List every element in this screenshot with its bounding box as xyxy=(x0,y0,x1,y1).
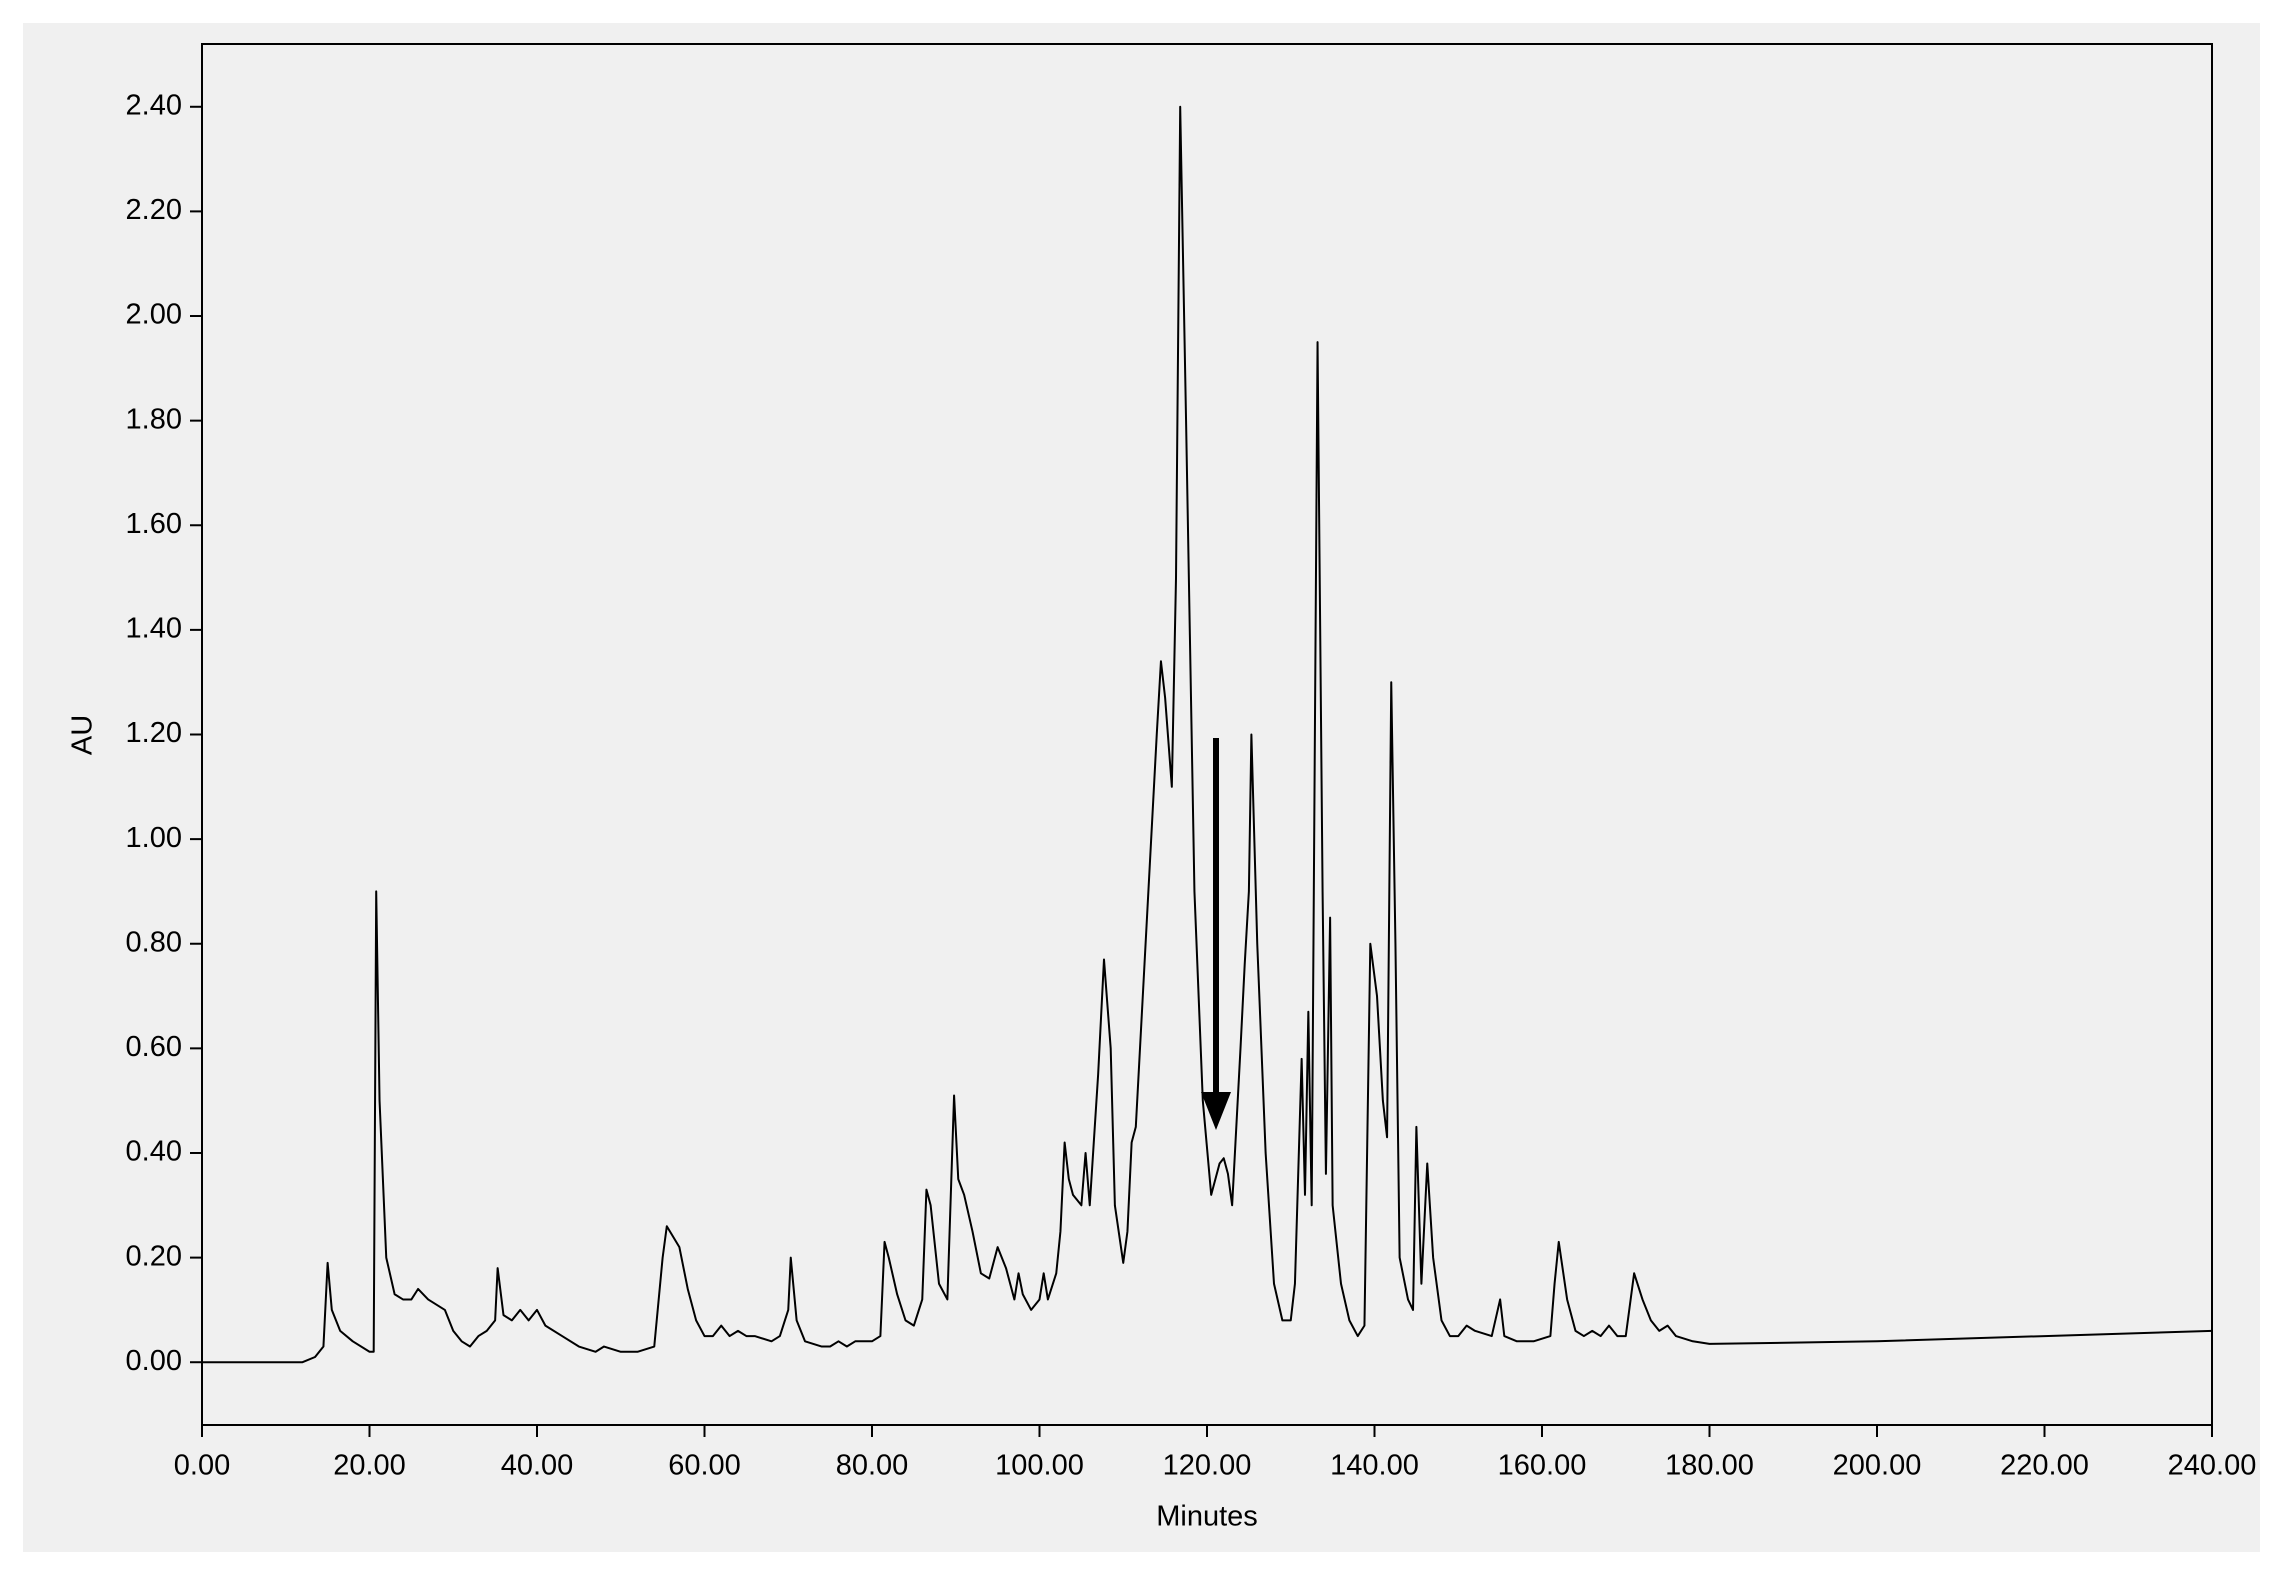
y-tick-label: 1.40 xyxy=(126,613,182,645)
y-tick-label: 1.00 xyxy=(126,822,182,854)
x-tick-label: 40.00 xyxy=(501,1450,574,1482)
y-tick-label: 0.40 xyxy=(126,1136,182,1168)
y-tick-label: 0.00 xyxy=(126,1345,182,1377)
x-tick-label: 140.00 xyxy=(1330,1450,1419,1482)
x-tick-label: 60.00 xyxy=(668,1450,741,1482)
y-tick-label: 1.60 xyxy=(126,508,182,540)
trace-line xyxy=(202,105,2213,1364)
y-tick-label: 0.80 xyxy=(126,926,182,958)
x-tick-label: 200.00 xyxy=(1833,1450,1922,1482)
x-tick-label: 160.00 xyxy=(1498,1450,1587,1482)
y-tick-label: 2.40 xyxy=(126,89,182,121)
x-tick-label: 220.00 xyxy=(2000,1450,2089,1482)
y-tick-label: 1.20 xyxy=(126,717,182,749)
x-tick-label: 180.00 xyxy=(1665,1450,1754,1482)
y-axis-label: AU xyxy=(67,715,99,755)
arrow-head xyxy=(1201,1092,1231,1130)
x-tick-label: 120.00 xyxy=(1163,1450,1252,1482)
x-tick-label: 20.00 xyxy=(333,1450,406,1482)
y-tick-label: 0.20 xyxy=(126,1240,182,1272)
x-tick-label: 80.00 xyxy=(836,1450,909,1482)
y-tick-label: 1.80 xyxy=(126,403,182,435)
marks: 0.00 0.20 0.40 0.60 0.80 1.00 1.20 1.40 1.60 1.80… xyxy=(126,89,2257,1481)
y-tick-label: 2.20 xyxy=(126,194,182,226)
x-tick-label: 0.00 xyxy=(174,1450,230,1482)
x-axis-label: Minutes xyxy=(1156,1501,1258,1533)
x-tick-label: 100.00 xyxy=(995,1450,1084,1482)
plot-area xyxy=(201,43,2213,1426)
y-tick-label: 2.00 xyxy=(126,299,182,331)
y-tick-label: 0.60 xyxy=(126,1031,182,1063)
x-tick-label: 240.00 xyxy=(2168,1450,2257,1482)
